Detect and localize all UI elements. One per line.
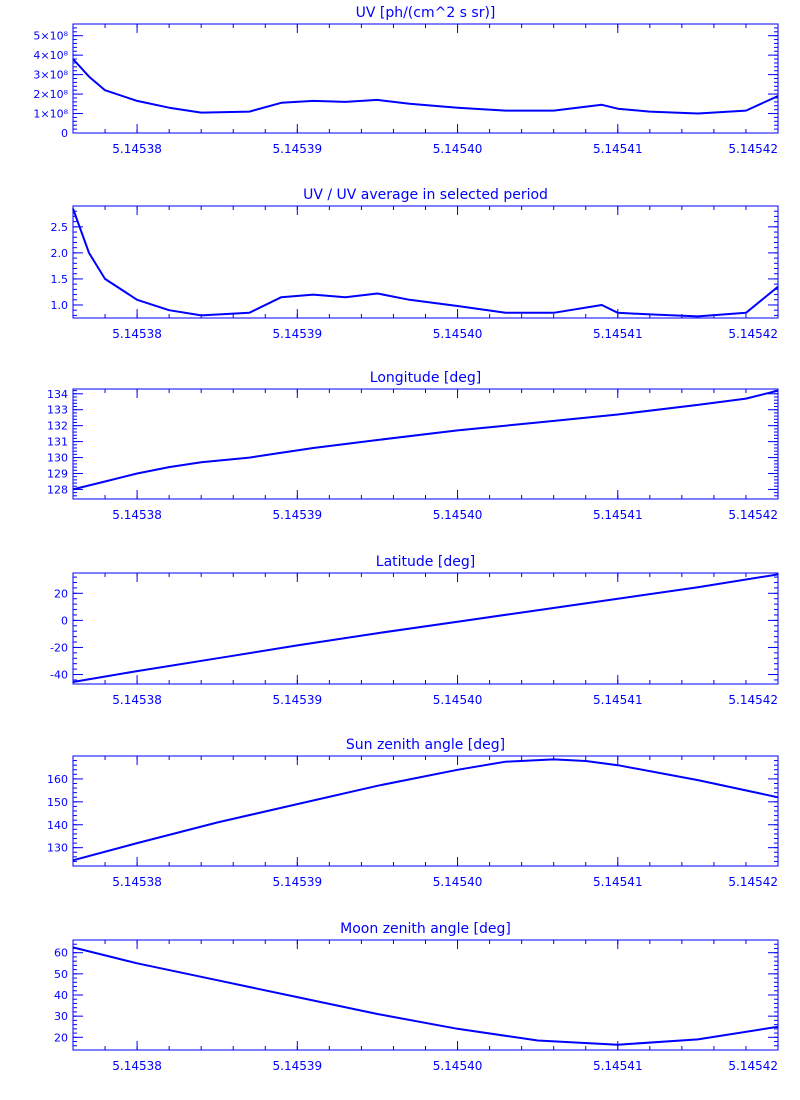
- x-tick-label: 5.14538: [112, 142, 162, 156]
- x-tick-label: 5.14541: [593, 875, 643, 889]
- x-tick-label: 5.14541: [593, 142, 643, 156]
- x-tick-label: 5.14539: [273, 142, 323, 156]
- y-tick-label: 20: [54, 1031, 68, 1044]
- x-tick-label: 5.14540: [433, 693, 483, 707]
- plot-frame: [72, 572, 779, 685]
- x-tick-label: 5.14542: [728, 327, 778, 341]
- x-tick-label: 5.14542: [728, 875, 778, 889]
- x-tick-label: 5.14542: [728, 142, 778, 156]
- y-tick-label: 129: [47, 467, 68, 480]
- y-tick-label: 131: [47, 436, 68, 449]
- x-tick-label: 5.14540: [433, 508, 483, 522]
- x-tick-label: 5.14539: [273, 327, 323, 341]
- x-tick-label: 5.14538: [112, 327, 162, 341]
- y-tick-label: 130: [47, 452, 68, 465]
- x-tick-label: 5.14538: [112, 875, 162, 889]
- y-tick-label: 2.0: [51, 247, 69, 260]
- y-tick-label: 5×10⁸: [33, 30, 68, 43]
- x-tick-label: 5.14541: [593, 1059, 643, 1073]
- y-tick-label: 1.0: [51, 299, 69, 312]
- panel-6: Moon zenith angle [deg] 20 30 40 50 60 5.14538…: [54, 921, 779, 1073]
- x-tick-label: 5.14541: [593, 327, 643, 341]
- y-tick-label: 150: [47, 796, 68, 809]
- y-tick-label: 132: [47, 420, 68, 433]
- panel-3: Longitude [deg] 128 129 130 131 132 133 134 5.14…: [47, 370, 779, 522]
- series-line: [72, 58, 779, 115]
- x-tick-label: 5.14540: [433, 142, 483, 156]
- chart-title: Longitude [deg]: [370, 370, 481, 386]
- y-tick-label: 1.5: [51, 273, 69, 286]
- x-tick-label: 5.14542: [728, 693, 778, 707]
- y-tick-label: 2.5: [51, 221, 69, 234]
- chart-title: UV / UV average in selected period: [303, 187, 548, 203]
- x-tick-label: 5.14538: [112, 1059, 162, 1073]
- x-tick-label: 5.14540: [433, 1059, 483, 1073]
- y-tick-label: 0: [61, 127, 68, 140]
- x-tick-label: 5.14539: [273, 1059, 323, 1073]
- y-tick-label: 130: [47, 842, 68, 855]
- y-tick-label: 128: [47, 483, 68, 496]
- panel-2: UV / UV average in selected period 1.0 1.5…: [51, 187, 779, 341]
- y-tick-label: 0: [61, 614, 68, 627]
- x-tick-label: 5.14538: [112, 508, 162, 522]
- y-tick-label: 2×10⁸: [33, 88, 68, 101]
- plot-frame: [72, 755, 779, 867]
- y-tick-label: 3×10⁸: [33, 69, 68, 82]
- series-line: [72, 208, 779, 318]
- plot-frame: [72, 939, 779, 1051]
- y-tick-label: 1×10⁸: [33, 108, 68, 121]
- chart-title: UV [ph/(cm^2 s sr)]: [356, 5, 496, 21]
- y-tick-label: 4×10⁸: [33, 49, 68, 62]
- plot-frame: [72, 388, 779, 500]
- chart-title: Sun zenith angle [deg]: [346, 737, 505, 753]
- y-tick-label: 133: [47, 404, 68, 417]
- x-tick-label: 5.14541: [593, 693, 643, 707]
- y-tick-label: -40: [50, 669, 68, 682]
- y-tick-label: 160: [47, 773, 68, 786]
- x-tick-label: 5.14542: [728, 1059, 778, 1073]
- y-tick-label: 20: [54, 587, 68, 600]
- x-tick-label: 5.14540: [433, 327, 483, 341]
- x-tick-label: 5.14539: [273, 875, 323, 889]
- x-tick-label: 5.14541: [593, 508, 643, 522]
- x-tick-label: 5.14540: [433, 875, 483, 889]
- series-line: [72, 389, 779, 491]
- series-line: [72, 758, 779, 862]
- x-tick-label: 5.14538: [112, 693, 162, 707]
- series-line: [72, 573, 779, 683]
- x-tick-label: 5.14539: [273, 693, 323, 707]
- chart-title: Moon zenith angle [deg]: [340, 921, 511, 937]
- x-tick-label: 5.14539: [273, 508, 323, 522]
- series-line: [72, 946, 779, 1046]
- y-tick-label: -20: [50, 641, 68, 654]
- y-tick-label: 30: [54, 1010, 68, 1023]
- panel-4: Latitude [deg] -40 -20 0 20 5.14538 5.14539 5.1…: [50, 554, 779, 707]
- x-tick-label: 5.14542: [728, 508, 778, 522]
- y-tick-label: 134: [47, 388, 68, 401]
- chart-title: Latitude [deg]: [376, 554, 475, 570]
- y-tick-label: 40: [54, 989, 68, 1002]
- panel-1: UV [ph/(cm^2 s sr)] 0 1×10⁸ 2×10⁸ 3×10⁸ 4×10⁸…: [33, 5, 779, 156]
- y-tick-label: 60: [54, 947, 68, 960]
- panel-5: Sun zenith angle [deg] 130 140 150 160 5.1453…: [47, 737, 779, 889]
- y-tick-label: 50: [54, 968, 68, 981]
- plot-frame: [72, 23, 779, 134]
- y-tick-label: 140: [47, 819, 68, 832]
